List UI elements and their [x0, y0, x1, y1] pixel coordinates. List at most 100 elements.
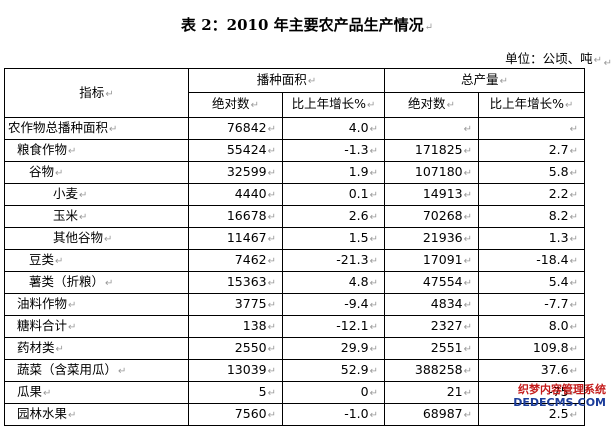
output-change-header-text: 比上年增长% — [489, 96, 564, 111]
paragraph-mark-icon: ↵ — [369, 124, 378, 135]
indicator-cell: 豆类↵ — [4, 249, 189, 272]
output-change-cell: 5.4↵ — [478, 271, 585, 294]
output-absolute-cell: 4834↵ — [384, 293, 479, 316]
paragraph-mark-icon: ↵ — [369, 212, 378, 223]
area-change-cell-text: 29.9 — [340, 340, 369, 355]
paragraph-mark-icon: ↵ — [569, 322, 578, 333]
area-change-cell-text: -12.1 — [336, 318, 369, 333]
paragraph-mark-icon: ↵ — [369, 146, 378, 157]
output-change-cell-text: 2.2 — [548, 186, 569, 201]
area-absolute-cell-text: 55424 — [226, 142, 267, 157]
output-change-cell: 1.3↵ — [478, 227, 585, 250]
output-absolute-cell-text: 107180 — [414, 164, 463, 179]
indicator-cell-text: 小麦 — [53, 186, 79, 201]
output-change-cell: -7.7↵ — [478, 293, 585, 316]
area-change-cell-text: 52.9 — [340, 362, 369, 377]
area-change-cell-text: 2.6 — [348, 208, 369, 223]
output-change-cell: -18.4↵ — [478, 249, 585, 272]
paragraph-mark-icon: ↵ — [569, 212, 578, 223]
table-row: 糖料合计↵ 138↵ -12.1↵ 2327↵ 8.0↵ — [4, 315, 585, 338]
header-row-1: 指标↵ 播种面积↵ 总产量↵ — [4, 68, 585, 118]
paragraph-mark-icon: ↵ — [68, 300, 77, 311]
output-absolute-cell-text: 2551 — [430, 340, 463, 355]
area-absolute-cell: 3775↵ — [188, 293, 283, 316]
area-change-cell: -1.0↵ — [282, 403, 385, 426]
output-change-cell: 37.6↵ — [478, 359, 585, 382]
paragraph-mark-icon: ↵ — [55, 344, 64, 355]
indicator-cell-text: 粮食作物 — [17, 142, 68, 157]
output-change-cell: 109.8↵ — [478, 337, 585, 360]
output-absolute-cell-text: 17091 — [422, 252, 463, 267]
area-absolute-cell: 2550↵ — [188, 337, 283, 360]
output-change-cell-text: 5.4 — [548, 274, 569, 289]
paragraph-mark-icon: ↵ — [463, 388, 472, 399]
table-row: 薯类（折粮）↵ 15363↵ 4.8↵ 47554↵ 5.4↵ — [4, 271, 585, 294]
paragraph-mark-icon: ↵ — [463, 322, 472, 333]
paragraph-mark-icon: ↵ — [267, 234, 276, 245]
paragraph-mark-icon: ↵ — [569, 366, 578, 377]
output-absolute-cell-text: 47554 — [422, 274, 463, 289]
area-absolute-cell: 16678↵ — [188, 205, 283, 228]
table-row: 豆类↵ 7462↵ -21.3↵ 17091↵ -18.4↵ — [4, 249, 585, 272]
area-absolute-cell-text: 11467 — [226, 230, 267, 245]
indicator-cell: 农作物总播种面积↵ — [4, 117, 189, 140]
total-output-header-text: 总产量 — [461, 72, 499, 87]
table-row: 药材类↵ 2550↵ 29.9↵ 2551↵ 109.8↵ — [4, 337, 585, 360]
output-change-cell-text: -7.7 — [544, 296, 569, 311]
paragraph-mark-icon: ↵ — [593, 55, 602, 66]
area-change-cell-text: -21.3 — [336, 252, 369, 267]
paragraph-mark-icon: ↵ — [499, 76, 508, 87]
area-absolute-cell-text: 15363 — [226, 274, 267, 289]
area-absolute-cell: 5↵ — [188, 381, 283, 404]
unit-text: 单位：公顷、吨 — [505, 51, 593, 66]
output-absolute-cell: 68987↵ — [384, 403, 479, 426]
paragraph-mark-icon: ↵ — [68, 322, 77, 333]
area-absolute-header-text: 绝对数 — [212, 96, 250, 111]
output-absolute-cell-text: 21 — [446, 384, 463, 399]
indicator-cell-text: 油料作物 — [17, 296, 68, 311]
table-title-text: 表 2：2010 年主要农产品生产情况 — [180, 16, 424, 34]
output-change-cell-text: -18.4 — [536, 252, 569, 267]
paragraph-mark-icon: ↵ — [369, 322, 378, 333]
area-change-cell-text: -1.3 — [344, 142, 369, 157]
area-change-cell: 0.1↵ — [282, 183, 385, 206]
paragraph-mark-icon: ↵ — [118, 366, 127, 377]
indicator-cell-text: 豆类 — [29, 252, 55, 267]
output-absolute-cell: 2551↵ — [384, 337, 479, 360]
area-change-cell: 4.8↵ — [282, 271, 385, 294]
output-change-cell: 8.2↵ — [478, 205, 585, 228]
table-row: 蔬菜（含菜用瓜）↵ 13039↵ 52.9↵ 388258↵ 37.6↵ — [4, 359, 585, 382]
area-absolute-cell-text: 2550 — [234, 340, 267, 355]
paragraph-mark-icon: ↵ — [369, 388, 378, 399]
indicator-cell: 小麦↵ — [4, 183, 189, 206]
paragraph-mark-icon: ↵ — [463, 344, 472, 355]
paragraph-mark-icon: ↵ — [463, 300, 472, 311]
paragraph-mark-icon: ↵ — [565, 100, 574, 111]
area-absolute-cell: 138↵ — [188, 315, 283, 338]
output-change-cell: 8.0↵ — [478, 315, 585, 338]
sown-area-header: 播种面积↵ — [188, 68, 385, 93]
indicator-cell-text: 药材类 — [17, 340, 55, 355]
area-absolute-cell: 13039↵ — [188, 359, 283, 382]
paragraph-mark-icon: ↵ — [569, 300, 578, 311]
paragraph-mark-icon: ↵ — [369, 366, 378, 377]
paragraph-mark-icon: ↵ — [267, 388, 276, 399]
area-absolute-cell: 76842↵ — [188, 117, 283, 140]
indicator-cell-text: 园林水果 — [17, 406, 68, 421]
area-change-cell: 1.9↵ — [282, 161, 385, 184]
area-absolute-cell-text: 3775 — [234, 296, 267, 311]
indicator-cell: 薯类（折粮）↵ — [4, 271, 189, 294]
paragraph-mark-icon: ↵ — [105, 88, 114, 100]
output-absolute-cell: 171825↵ — [384, 139, 479, 162]
area-absolute-header: 绝对数↵ — [188, 92, 283, 118]
area-change-cell: 52.9↵ — [282, 359, 385, 382]
indicator-cell: 蔬菜（含菜用瓜）↵ — [4, 359, 189, 382]
area-absolute-cell: 15363↵ — [188, 271, 283, 294]
output-change-cell-text: 1.3 — [548, 230, 569, 245]
paragraph-mark-icon: ↵ — [463, 234, 472, 245]
output-change-cell-text: 5.8 — [548, 164, 569, 179]
area-absolute-cell-text: 5 — [258, 384, 267, 399]
output-absolute-cell-text: 171825 — [414, 142, 463, 157]
output-change-cell: 2.7↵ — [478, 139, 585, 162]
table-row: 农作物总播种面积↵ 76842↵ 4.0↵ ↵ ↵ — [4, 117, 585, 140]
